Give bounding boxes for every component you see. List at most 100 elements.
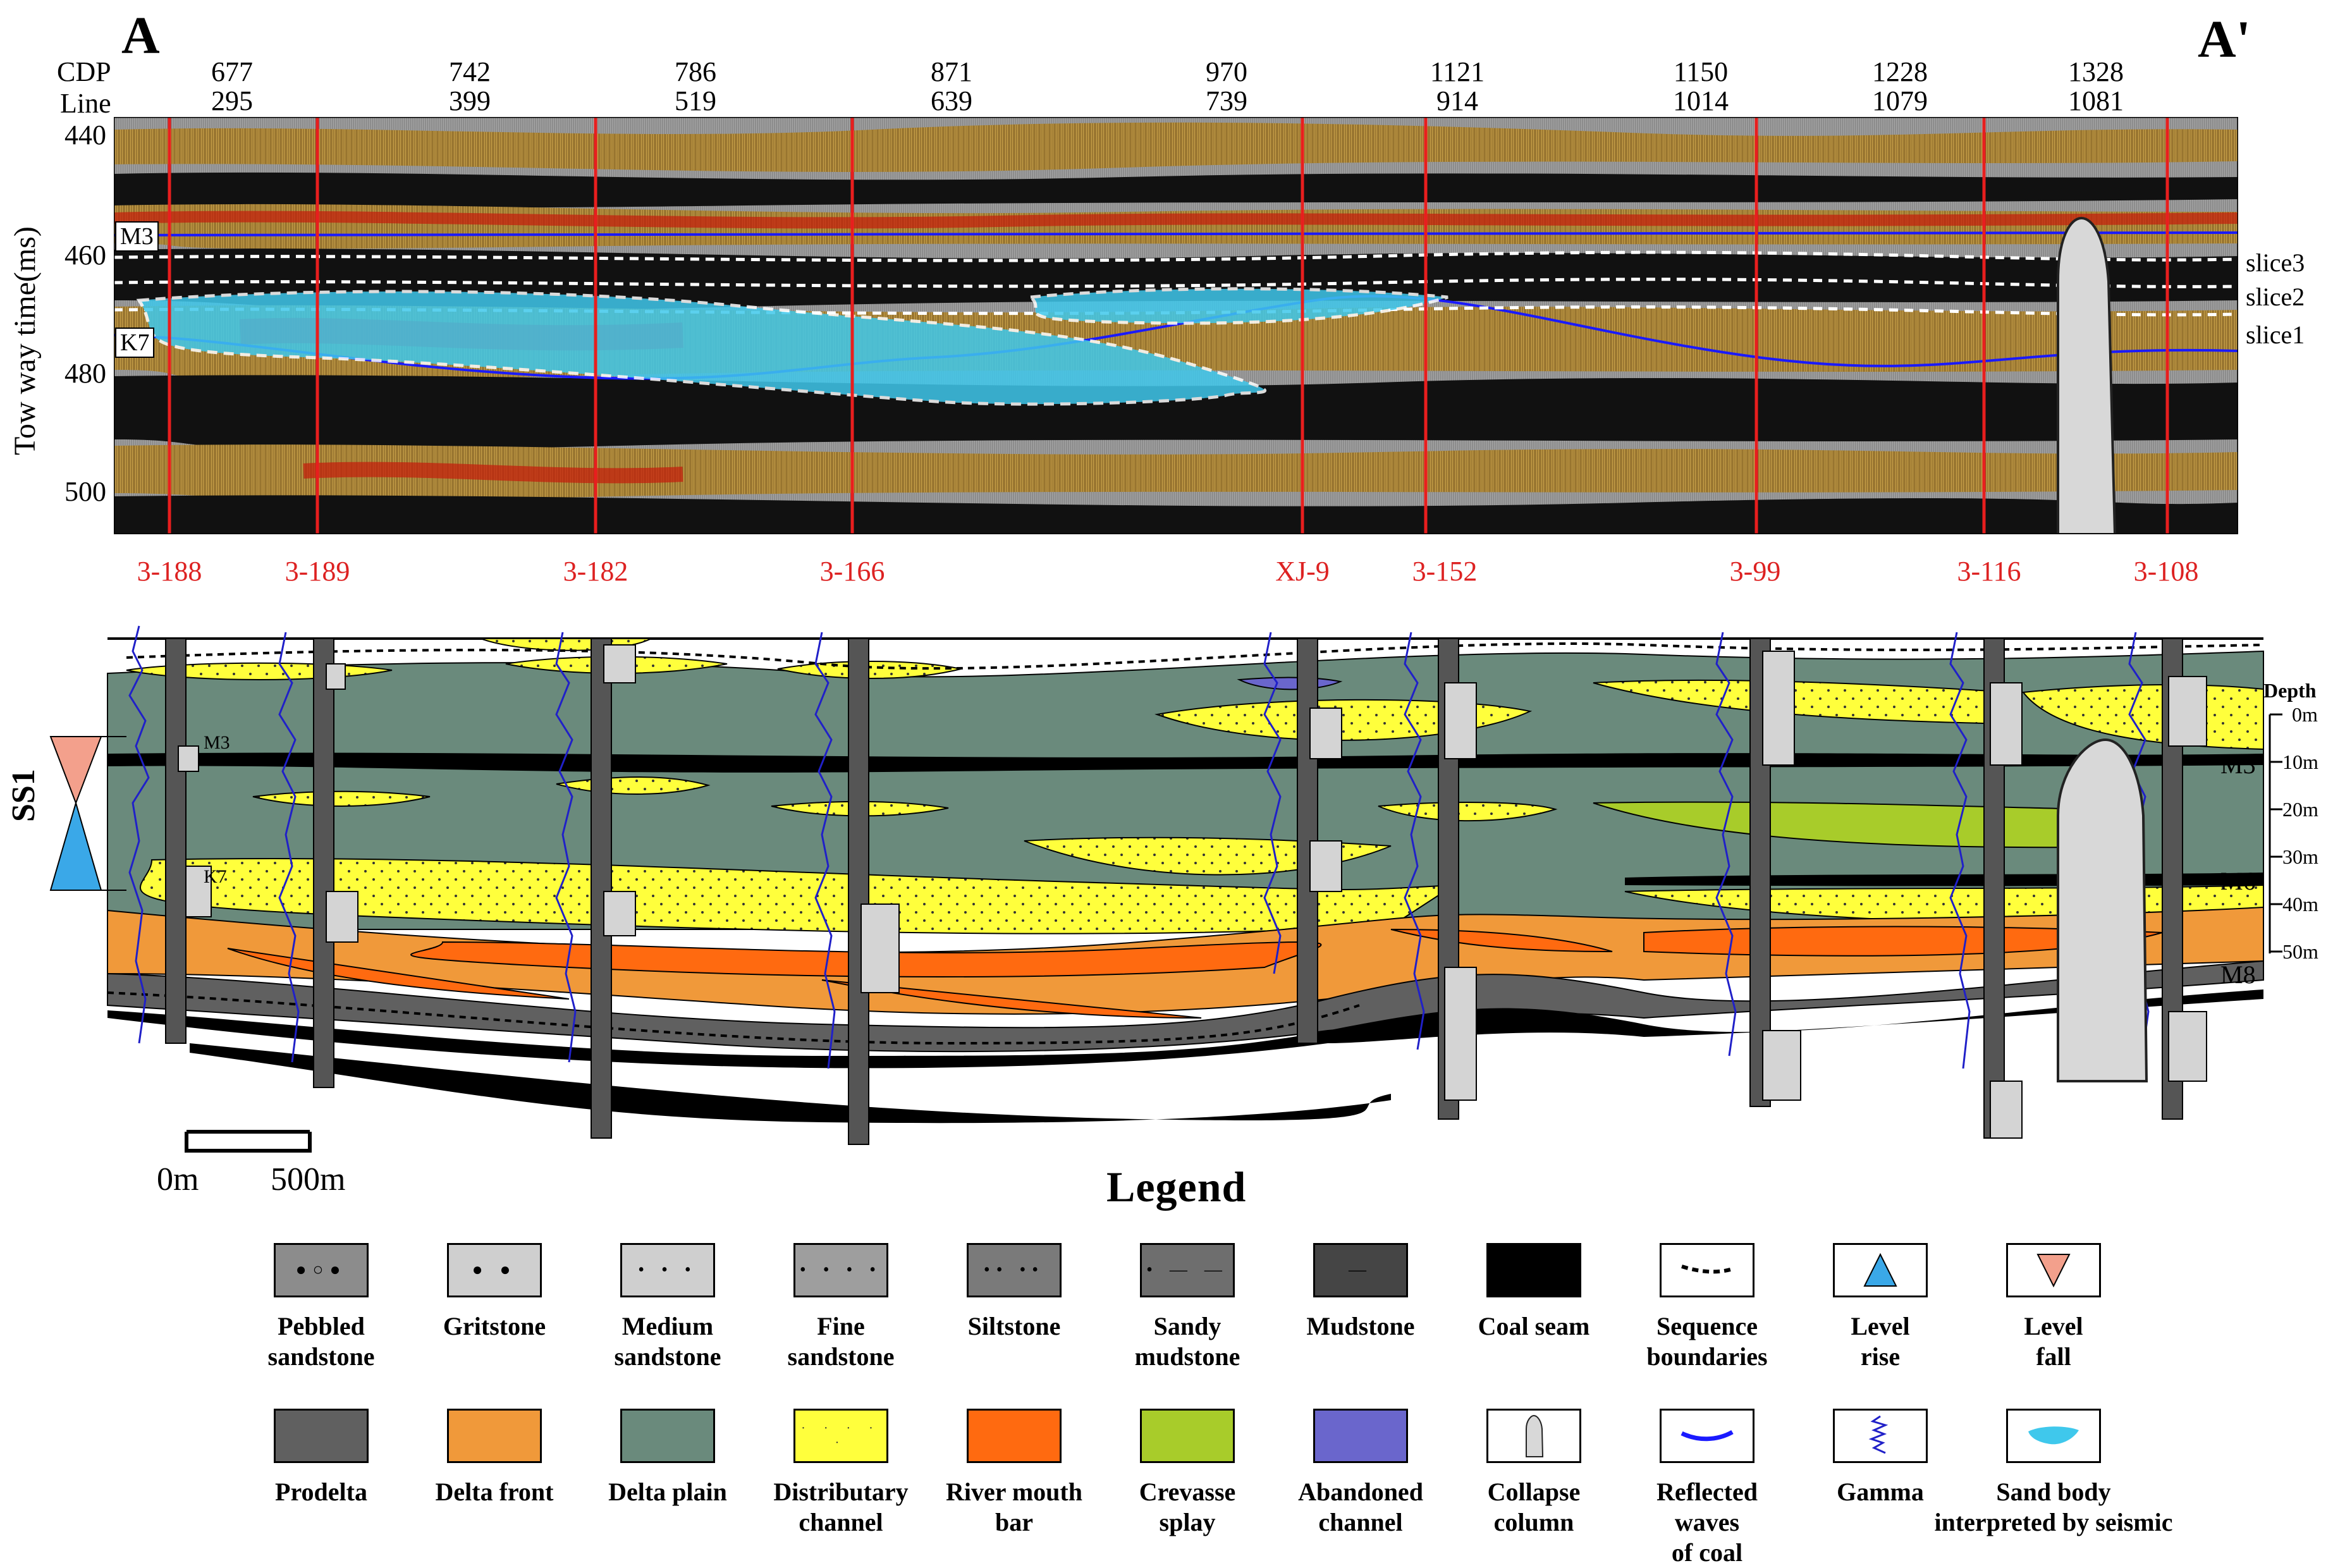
- time-tick: 460: [64, 240, 106, 271]
- legend-item-level-fall: Level fall: [1971, 1243, 2136, 1372]
- cdp-value: 1150: [1673, 56, 1729, 87]
- cdp-value: 871: [931, 56, 972, 87]
- delta-plain-swatch: [620, 1409, 715, 1463]
- time-tick: 440: [64, 119, 106, 150]
- line-value: 399: [449, 85, 491, 116]
- scale-bar-end: 500m: [271, 1161, 346, 1197]
- slice3-label: slice3: [2246, 248, 2305, 277]
- line-value: 295: [211, 85, 253, 116]
- time-tick: 500: [64, 476, 106, 507]
- fine-sandstone-icon: • • • •: [793, 1243, 888, 1297]
- legend-item-sand-body: Sand body interpreted by seismic: [1927, 1409, 2180, 1538]
- inner-k7-label: K7: [204, 866, 227, 887]
- legend-item-mudstone: — Mudstone: [1278, 1243, 1443, 1342]
- scale-bar-start: 0m: [157, 1161, 199, 1197]
- line-row-label: Line: [60, 88, 111, 119]
- sequence-boundary-icon: [1660, 1243, 1754, 1297]
- coal-label-m8: M8: [2220, 960, 2256, 989]
- cdp-row-label: CDP: [57, 56, 111, 87]
- panel-label-a-prime: A': [2198, 10, 2251, 69]
- cdp-value: 1328: [2068, 56, 2124, 87]
- sequence-label-ss1: SS1: [6, 769, 42, 822]
- well-name: 3-182: [563, 556, 628, 587]
- legend-item-coal-seam: Coal seam: [1452, 1243, 1616, 1342]
- medium-sandstone-icon: • • •: [620, 1243, 715, 1297]
- river-mouth-bar-swatch: [967, 1409, 1062, 1463]
- line-value: 739: [1206, 85, 1247, 116]
- line-value: 1014: [1673, 85, 1729, 116]
- slice2-label: slice2: [2246, 283, 2305, 311]
- sand-body-icon: [2006, 1409, 2101, 1463]
- legend-item-crevasse-splay: Crevasse splay: [1105, 1409, 1270, 1538]
- legend-title: Legend: [1106, 1163, 1247, 1211]
- level-rise-icon: [1833, 1243, 1928, 1297]
- level-fall-icon: [2006, 1243, 2101, 1297]
- sand-body-2: [1026, 287, 1448, 325]
- legend-item-fine-sandstone: • • • • Fine sandstone: [759, 1243, 923, 1372]
- legend-item-collapse-column: Collapse column: [1452, 1409, 1616, 1538]
- collapse-column-seismic: [2057, 216, 2117, 534]
- panel-label-a: A: [121, 6, 160, 65]
- coal-seam-icon: [1486, 1243, 1581, 1297]
- m3-horizon-label: M3: [115, 221, 159, 252]
- cdp-value: 677: [211, 56, 253, 87]
- abandoned-channel-swatch: [1313, 1409, 1408, 1463]
- legend-item-siltstone: •• •• Siltstone: [932, 1243, 1096, 1342]
- legend-item-gritstone: ● ● Gritstone: [412, 1243, 577, 1342]
- well-name: 3-166: [819, 556, 885, 587]
- gamma-curve-icon: [1833, 1409, 1928, 1463]
- prodelta-swatch: [274, 1409, 369, 1463]
- legend-item-delta-front: Delta front: [412, 1409, 577, 1507]
- coal-label-m6: M6: [2220, 867, 2256, 895]
- line-value: 1081: [2068, 85, 2124, 116]
- pebbled-sandstone-icon: ●○●: [274, 1243, 369, 1297]
- depth-tick: 30m: [2282, 845, 2318, 868]
- time-tick: 480: [64, 358, 106, 389]
- cdp-value: 1121: [1430, 56, 1485, 87]
- legend-item-river-mouth-bar: River mouth bar: [932, 1409, 1096, 1538]
- reflected-wave-icon: [1660, 1409, 1754, 1463]
- legend-item-pebbled-sandstone: ●○● Pebbled sandstone: [239, 1243, 403, 1372]
- depth-title: Depth: [2263, 679, 2317, 702]
- mudstone-icon: —: [1313, 1243, 1408, 1297]
- slice1-label: slice1: [2246, 321, 2305, 349]
- well-name: 3-116: [1957, 556, 2021, 587]
- cdp-value: 1228: [1872, 56, 1928, 87]
- line-value: 914: [1436, 85, 1478, 116]
- delta-front-swatch: [447, 1409, 542, 1463]
- gritstone-icon: ● ●: [447, 1243, 542, 1297]
- depth-tick: 0m: [2292, 703, 2318, 726]
- well-name: 3-108: [2133, 556, 2199, 587]
- legend-item-gamma: Gamma: [1798, 1409, 1963, 1507]
- siltstone-icon: •• ••: [967, 1243, 1062, 1297]
- line-value: 519: [675, 85, 716, 116]
- depth-tick: 40m: [2282, 893, 2318, 916]
- crevasse-splay-swatch: [1140, 1409, 1235, 1463]
- well-name: 3-99: [1729, 556, 1781, 587]
- coal-label-m3: M3: [2220, 750, 2256, 779]
- legend-item-sequence-boundaries: Sequence boundaries: [1625, 1243, 1789, 1372]
- cdp-value: 786: [675, 56, 716, 87]
- line-value: 1079: [1872, 85, 1928, 116]
- well-name: XJ-9: [1275, 556, 1330, 587]
- sand-body-1: [136, 290, 1267, 406]
- cdp-value: 742: [449, 56, 491, 87]
- well-name: 3-152: [1412, 556, 1478, 587]
- cross-section: [49, 625, 2282, 1153]
- seismic-section: [114, 117, 2238, 534]
- level-rise-triangle-ss1: [49, 800, 102, 891]
- collapse-column-icon: [1486, 1409, 1581, 1463]
- legend-item-abandoned-channel: Abandoned channel: [1278, 1409, 1443, 1538]
- k7-horizon-label: K7: [115, 328, 155, 358]
- well-name: 3-189: [285, 556, 350, 587]
- scale-bar: [185, 1132, 312, 1153]
- distributary-channel-swatch: · · · · ·: [793, 1409, 888, 1463]
- legend-item-medium-sandstone: • • • Medium sandstone: [585, 1243, 750, 1372]
- m3-horizon-line: [114, 231, 2238, 236]
- legend-item-prodelta: Prodelta: [239, 1409, 403, 1507]
- legend-item-delta-plain: Delta plain: [585, 1409, 750, 1507]
- line-value: 639: [931, 85, 972, 116]
- cdp-value: 970: [1206, 56, 1247, 87]
- level-fall-triangle-ss1: [49, 736, 102, 805]
- sandy-mudstone-icon: • — —: [1140, 1243, 1235, 1297]
